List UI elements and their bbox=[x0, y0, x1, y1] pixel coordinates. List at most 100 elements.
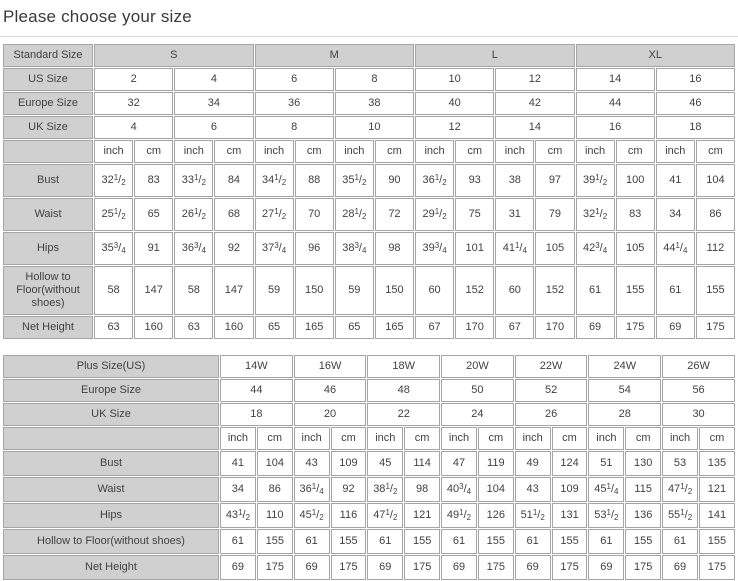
measure-value-cell: 155 bbox=[256, 529, 293, 554]
size-value-cell: 24 bbox=[441, 403, 514, 426]
size-value-cell: 14 bbox=[495, 116, 575, 139]
measure-value-cell: 41 bbox=[655, 164, 695, 197]
row-label: US Size bbox=[3, 68, 93, 91]
measure-value-cell: 511/2 bbox=[514, 503, 551, 528]
size-group-header: XL bbox=[575, 44, 735, 67]
unit-label-cell: inch bbox=[293, 427, 330, 450]
size-value-cell: 18W bbox=[367, 355, 441, 378]
measure-value-cell: 175 bbox=[551, 555, 588, 580]
size-value-cell: 10 bbox=[334, 116, 414, 139]
measure-value-cell: 104 bbox=[695, 164, 735, 197]
measure-value-cell: 361/2 bbox=[415, 164, 455, 197]
size-value-cell: 54 bbox=[588, 379, 662, 402]
size-value-cell: 44 bbox=[220, 379, 293, 402]
measure-value-cell: 67 bbox=[495, 316, 535, 339]
size-value-cell: 30 bbox=[662, 403, 735, 426]
size-value-cell: 6 bbox=[174, 116, 254, 139]
measure-value-cell: 63 bbox=[174, 316, 214, 339]
size-value-cell: 8 bbox=[254, 116, 334, 139]
measure-value-cell: 373/4 bbox=[254, 232, 294, 265]
measure-value-cell: 83 bbox=[615, 198, 655, 231]
size-value-cell: 12 bbox=[495, 68, 575, 91]
measure-value-cell: 451/2 bbox=[293, 503, 330, 528]
size-value-cell: 16 bbox=[655, 68, 735, 91]
measure-value-cell: 175 bbox=[615, 316, 655, 339]
measure-value-cell: 471/2 bbox=[367, 503, 404, 528]
measure-value-cell: 43 bbox=[514, 477, 551, 502]
measure-value-cell: 124 bbox=[551, 451, 588, 476]
measure-value-cell: 60 bbox=[495, 266, 535, 315]
measure-value-cell: 43 bbox=[293, 451, 330, 476]
measure-value-cell: 271/2 bbox=[254, 198, 294, 231]
measure-value-cell: 291/2 bbox=[415, 198, 455, 231]
measure-value-cell: 175 bbox=[404, 555, 441, 580]
measure-value-cell: 31 bbox=[495, 198, 535, 231]
size-value-cell: 38 bbox=[334, 92, 414, 115]
measure-value-cell: 68 bbox=[214, 198, 254, 231]
size-value-cell: 4 bbox=[94, 116, 174, 139]
measure-value-cell: 51 bbox=[588, 451, 625, 476]
measure-value-cell: 41 bbox=[220, 451, 256, 476]
measure-value-cell: 83 bbox=[134, 164, 174, 197]
measure-value-cell: 98 bbox=[404, 477, 441, 502]
size-value-cell: 26 bbox=[514, 403, 588, 426]
unit-label-cell: cm bbox=[551, 427, 588, 450]
row-label: Waist bbox=[3, 198, 93, 231]
size-value-cell: 8 bbox=[334, 68, 414, 91]
measure-value-cell: 61 bbox=[662, 529, 698, 554]
size-value-cell: 52 bbox=[514, 379, 588, 402]
measure-value-cell: 65 bbox=[254, 316, 294, 339]
measure-value-cell: 115 bbox=[625, 477, 662, 502]
measure-value-cell: 141 bbox=[698, 503, 735, 528]
row-label: Hollow to Floor(without shoes) bbox=[3, 529, 219, 554]
measure-value-cell: 471/2 bbox=[662, 477, 698, 502]
unit-label-cell: inch bbox=[220, 427, 256, 450]
measure-value-cell: 261/2 bbox=[174, 198, 214, 231]
measure-value-cell: 72 bbox=[374, 198, 414, 231]
measure-value-cell: 98 bbox=[374, 232, 414, 265]
title-divider bbox=[0, 36, 738, 37]
size-value-cell: 26W bbox=[662, 355, 735, 378]
corner-cell bbox=[3, 427, 219, 450]
measure-value-cell: 70 bbox=[294, 198, 334, 231]
measure-value-cell: 363/4 bbox=[174, 232, 214, 265]
size-value-cell: 44 bbox=[575, 92, 655, 115]
measure-value-cell: 105 bbox=[615, 232, 655, 265]
size-group-header: S bbox=[94, 44, 254, 67]
measure-value-cell: 381/2 bbox=[367, 477, 404, 502]
size-value-cell: 56 bbox=[662, 379, 735, 402]
size-group-header: L bbox=[415, 44, 575, 67]
measure-value-cell: 451/4 bbox=[588, 477, 625, 502]
unit-label-cell: cm bbox=[698, 427, 735, 450]
measure-value-cell: 331/2 bbox=[174, 164, 214, 197]
measure-value-cell: 152 bbox=[455, 266, 495, 315]
size-value-cell: 18 bbox=[220, 403, 293, 426]
row-label: Bust bbox=[3, 164, 93, 197]
measure-value-cell: 423/4 bbox=[575, 232, 615, 265]
measure-value-cell: 155 bbox=[695, 266, 735, 315]
measure-value-cell: 431/2 bbox=[220, 503, 256, 528]
size-value-cell: 18 bbox=[655, 116, 735, 139]
unit-label-cell: cm bbox=[535, 140, 575, 163]
measure-value-cell: 97 bbox=[535, 164, 575, 197]
measure-value-cell: 58 bbox=[94, 266, 134, 315]
standard-size-table: Standard Size S M L XL US Size 2 4 6 8 10 12 14 16 Eur… bbox=[2, 43, 736, 340]
measure-value-cell: 88 bbox=[294, 164, 334, 197]
measure-value-cell: 93 bbox=[455, 164, 495, 197]
row-label: Europe Size bbox=[3, 92, 93, 115]
measure-value-cell: 61 bbox=[367, 529, 404, 554]
measure-value-cell: 86 bbox=[695, 198, 735, 231]
measure-value-cell: 155 bbox=[330, 529, 367, 554]
unit-label-cell: inch bbox=[94, 140, 134, 163]
measure-value-cell: 92 bbox=[330, 477, 367, 502]
measure-value-cell: 121 bbox=[698, 477, 735, 502]
measure-value-cell: 34 bbox=[220, 477, 256, 502]
row-label: Plus Size(US) bbox=[3, 355, 219, 378]
measure-value-cell: 69 bbox=[655, 316, 695, 339]
unit-label-cell: inch bbox=[441, 427, 477, 450]
measure-value-cell: 96 bbox=[294, 232, 334, 265]
measure-value-cell: 170 bbox=[455, 316, 495, 339]
unit-label-cell: inch bbox=[334, 140, 374, 163]
unit-label-cell: cm bbox=[374, 140, 414, 163]
measure-value-cell: 38 bbox=[495, 164, 535, 197]
